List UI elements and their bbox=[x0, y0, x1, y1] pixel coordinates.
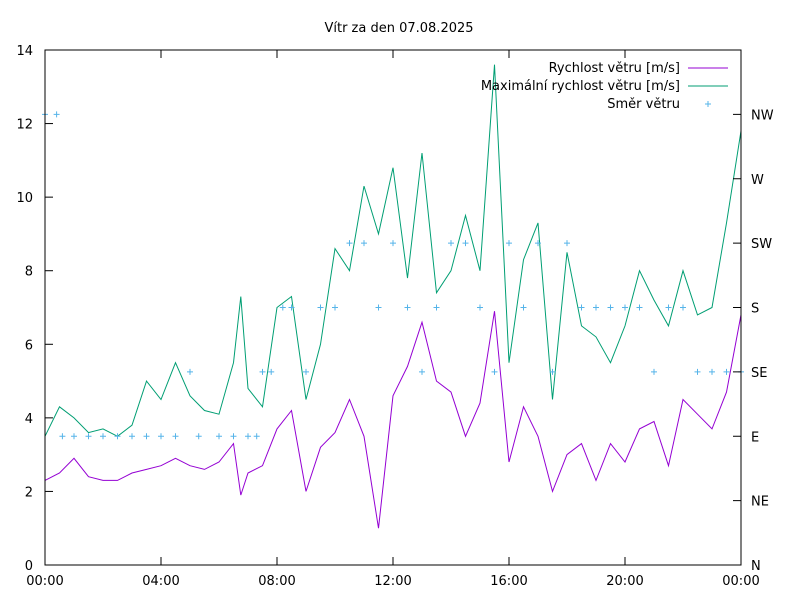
direction-point bbox=[578, 304, 585, 311]
direction-point bbox=[288, 304, 295, 311]
legend: Rychlost větru [m/s] Maximální rychlost v… bbox=[481, 61, 728, 112]
direction-point bbox=[346, 240, 353, 247]
x-tick-label: 20:00 bbox=[606, 574, 643, 589]
x-tick-label: 00:00 bbox=[722, 574, 759, 589]
x-tick-label: 08:00 bbox=[258, 574, 295, 589]
y-right-tick-label: SW bbox=[751, 237, 772, 252]
direction-point bbox=[723, 368, 730, 375]
direction-point bbox=[216, 433, 222, 440]
direction-point bbox=[462, 240, 469, 247]
direction-point bbox=[636, 304, 643, 311]
y-left-tick-label: 6 bbox=[25, 338, 33, 353]
direction-point bbox=[114, 433, 121, 440]
y-left-tick-label: 8 bbox=[25, 265, 33, 280]
x-tick-label: 00:00 bbox=[26, 574, 63, 589]
direction-point bbox=[375, 304, 382, 311]
direction-point bbox=[332, 304, 338, 311]
legend-label-2: Směr větru bbox=[607, 97, 680, 112]
direction-point bbox=[303, 368, 309, 375]
direction-point bbox=[259, 368, 266, 375]
direction-point bbox=[253, 433, 260, 440]
direction-point bbox=[593, 304, 599, 311]
direction-point bbox=[607, 304, 614, 311]
direction-point bbox=[59, 433, 66, 440]
direction-point bbox=[195, 433, 202, 440]
plot-series bbox=[42, 64, 744, 529]
direction-point bbox=[390, 240, 396, 247]
y-left-tick-label: 12 bbox=[16, 118, 33, 133]
y-right-tick-label: N bbox=[751, 559, 761, 574]
direction-point bbox=[404, 304, 411, 311]
direction-point bbox=[85, 433, 92, 440]
y-left-tick-label: 0 bbox=[25, 559, 33, 574]
direction-point bbox=[53, 111, 60, 118]
direction-point bbox=[694, 368, 701, 375]
series-points-2 bbox=[42, 111, 744, 440]
y-right-tick-label: NW bbox=[751, 108, 774, 123]
legend-swatch-point bbox=[705, 101, 711, 107]
direction-point bbox=[71, 433, 77, 440]
y-left-tick-label: 2 bbox=[25, 485, 33, 500]
direction-point bbox=[317, 304, 324, 311]
series-line-1 bbox=[44, 64, 742, 437]
direction-point bbox=[622, 304, 628, 311]
series-line-0 bbox=[44, 311, 742, 529]
direction-point bbox=[187, 368, 193, 375]
y-right-tick-label: E bbox=[751, 430, 759, 445]
direction-point bbox=[419, 368, 425, 375]
y-left-tick-label: 10 bbox=[16, 191, 33, 206]
direction-point bbox=[245, 433, 251, 440]
direction-point bbox=[361, 240, 367, 247]
direction-point bbox=[158, 433, 164, 440]
y-left-tick-label: 4 bbox=[25, 412, 33, 427]
chart-title: Vítr za den 07.08.2025 bbox=[324, 21, 473, 36]
y-axis-left: 0 2 4 6 8 10 12 14 bbox=[16, 44, 53, 574]
legend-label-0: Rychlost větru [m/s] bbox=[549, 61, 680, 76]
direction-point bbox=[564, 240, 570, 247]
x-tick-label: 04:00 bbox=[142, 574, 179, 589]
y-axis-right: N NE E SE S SW W NW bbox=[733, 108, 774, 574]
y-left-tick-label: 14 bbox=[16, 44, 33, 59]
direction-point bbox=[448, 240, 454, 247]
y-right-tick-label: S bbox=[751, 302, 759, 317]
direction-point bbox=[433, 304, 440, 311]
direction-point bbox=[535, 240, 541, 247]
direction-point bbox=[279, 304, 286, 311]
direction-point bbox=[520, 304, 527, 311]
y-right-tick-label: NE bbox=[751, 495, 769, 510]
direction-point bbox=[230, 433, 237, 440]
direction-point bbox=[709, 368, 715, 375]
direction-point bbox=[665, 304, 672, 311]
direction-point bbox=[172, 433, 179, 440]
legend-label-1: Maximální rychlost větru [m/s] bbox=[481, 79, 680, 94]
direction-point bbox=[100, 433, 106, 440]
direction-point bbox=[506, 240, 512, 247]
x-tick-label: 12:00 bbox=[374, 574, 411, 589]
direction-point bbox=[129, 433, 135, 440]
x-tick-label: 16:00 bbox=[490, 574, 527, 589]
direction-point bbox=[268, 368, 275, 375]
direction-point bbox=[143, 433, 150, 440]
direction-point bbox=[477, 304, 483, 311]
y-right-tick-label: W bbox=[751, 173, 764, 188]
y-right-tick-label: SE bbox=[751, 366, 767, 381]
direction-point bbox=[491, 368, 498, 375]
x-axis: 00:00 04:00 08:00 12:00 16:00 20:00 00:00 bbox=[26, 50, 760, 589]
direction-point bbox=[549, 368, 556, 375]
direction-point bbox=[651, 368, 657, 375]
direction-point bbox=[680, 304, 686, 311]
